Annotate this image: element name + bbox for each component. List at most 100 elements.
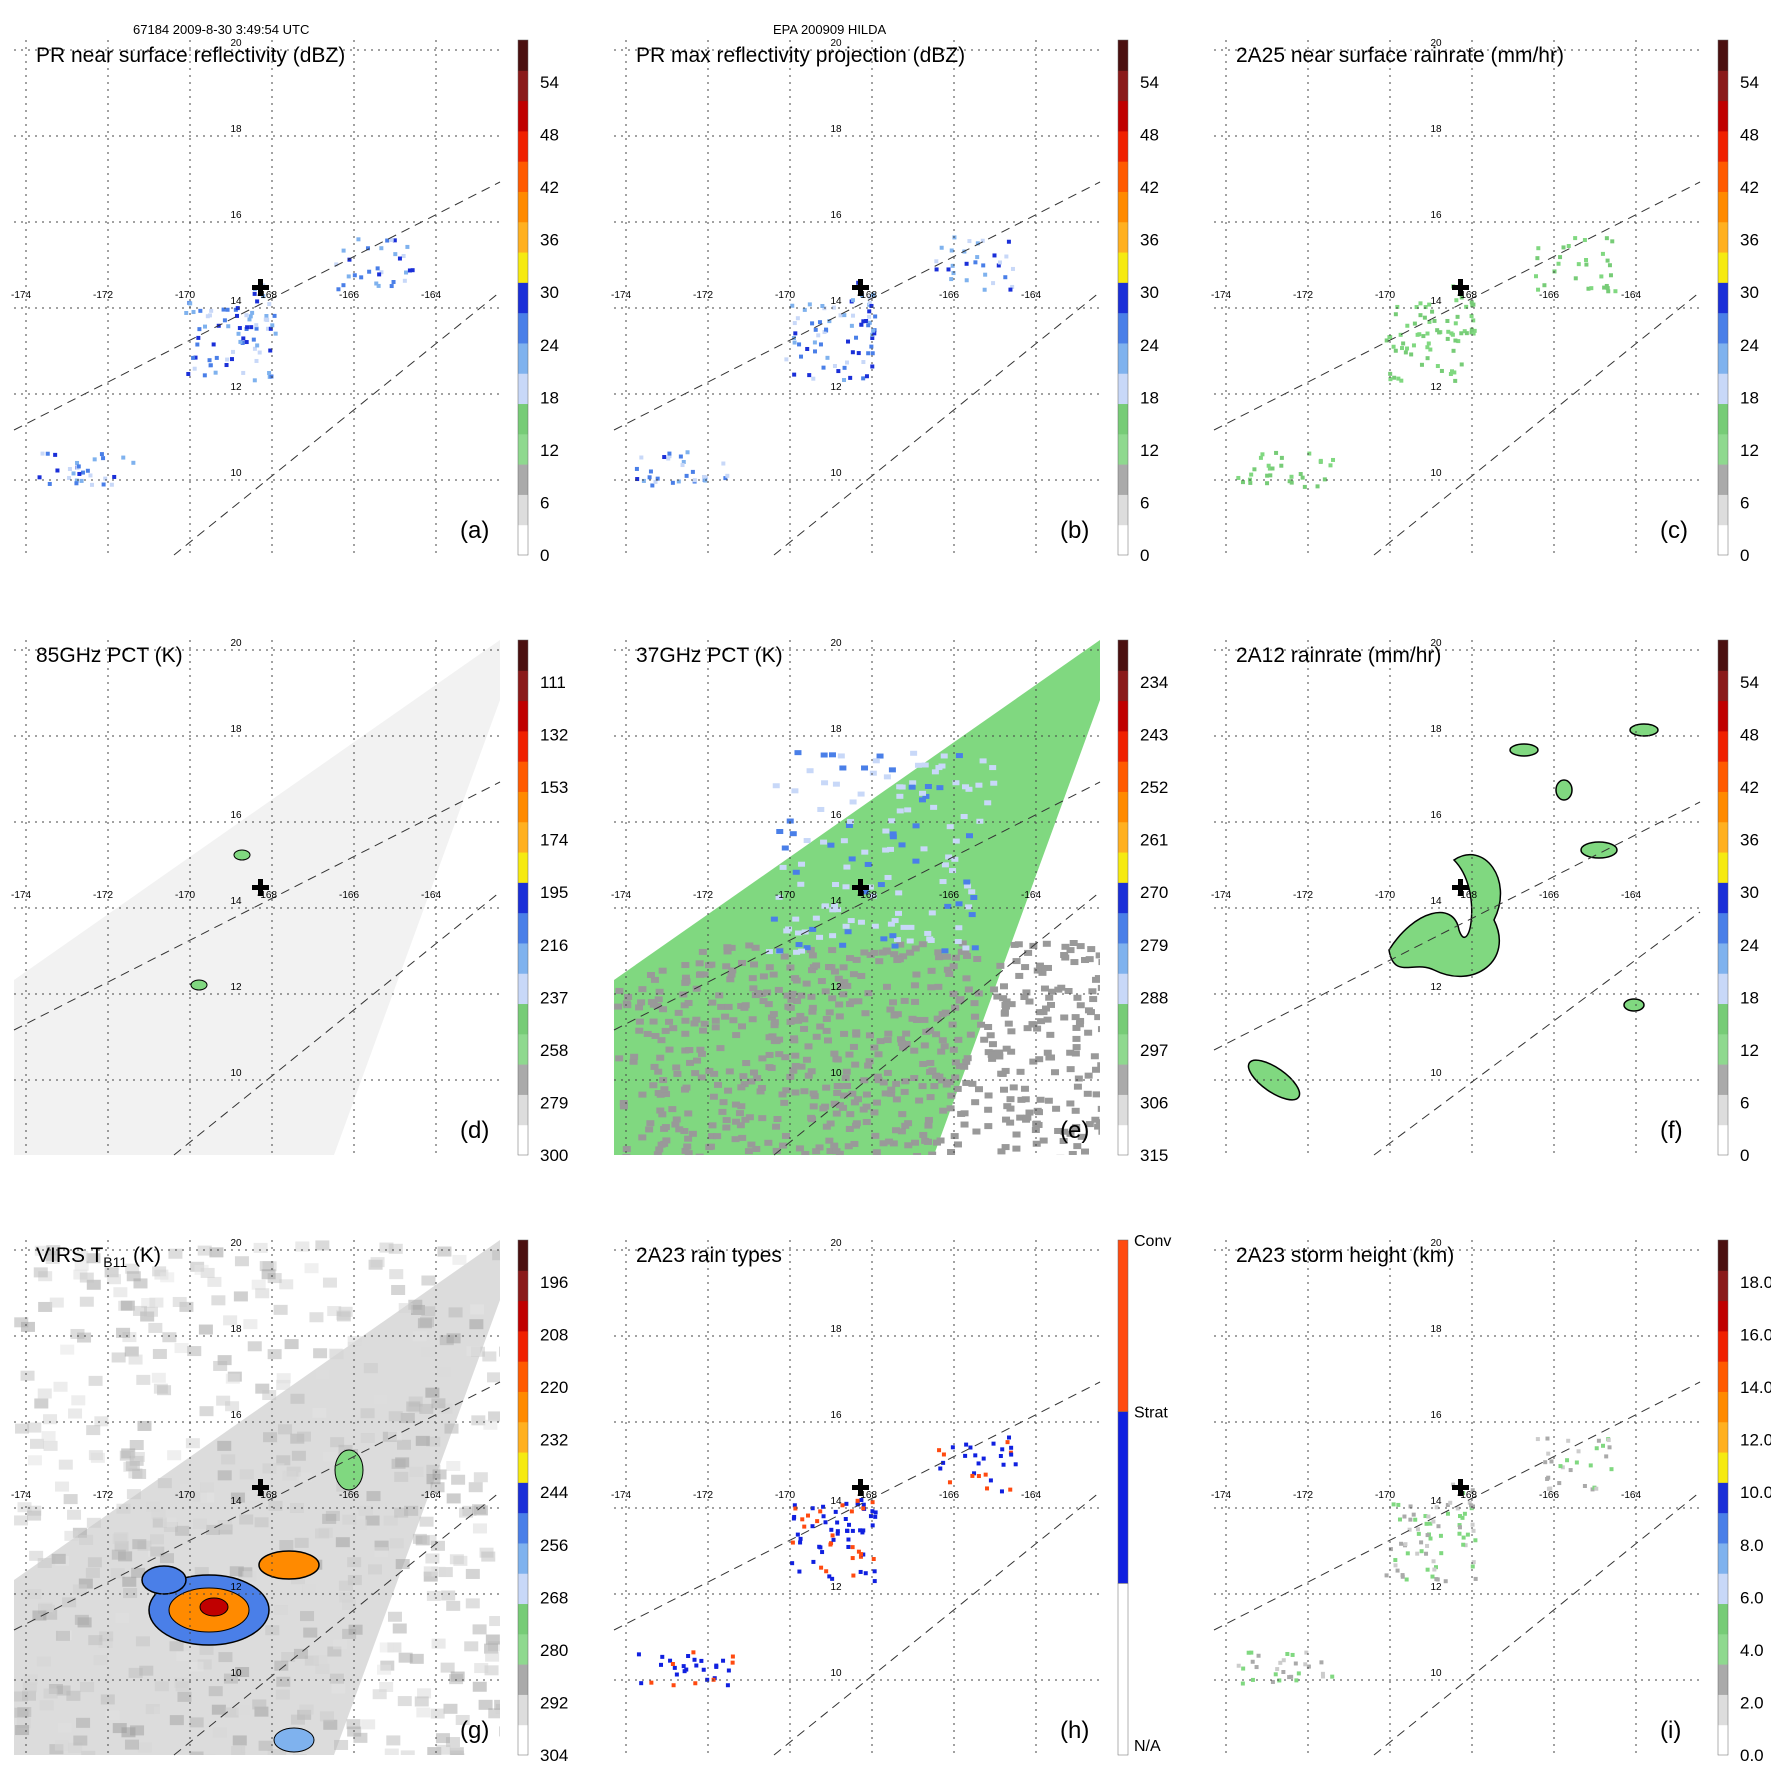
pixel-warm (1022, 989, 1031, 996)
lon-tick-label: -164 (1021, 1490, 1041, 1501)
colorbar-segment (1718, 70, 1728, 102)
precip-pixel (866, 323, 871, 328)
pixel-warm (934, 983, 943, 990)
precip-pixel (941, 1460, 946, 1465)
pixel-warm (1054, 1127, 1063, 1134)
pixel-warm (899, 1044, 908, 1051)
cloud-pixel (370, 1257, 385, 1268)
map-plot-area (1236, 236, 1618, 489)
colorbar-frame (1717, 639, 1729, 1156)
cloud-pixel (338, 1580, 353, 1591)
cloud-pixel (64, 1530, 79, 1541)
cloud-pixel (53, 1381, 68, 1392)
precip-pixel (207, 313, 212, 318)
cloud-pixel (282, 1470, 297, 1481)
pixel-warm (997, 1148, 1006, 1155)
cloud-pixel (263, 1432, 278, 1443)
cloud-pixel (366, 1491, 381, 1502)
lat-tick-label: 16 (830, 210, 842, 221)
precip-pixel (811, 376, 816, 381)
colorbar-label: 153 (540, 778, 568, 797)
precip-pixel (254, 323, 259, 328)
pixel-warm (918, 1083, 927, 1090)
pixel-warm (971, 1099, 980, 1106)
precip-pixel (859, 322, 864, 327)
pixel-warm (1043, 1049, 1052, 1056)
colorbar-segment (1718, 821, 1728, 853)
precip-pixel (1427, 319, 1432, 324)
precip-pixel (1471, 318, 1476, 323)
pixel-cold (906, 938, 914, 944)
colorbar-frame (517, 39, 529, 556)
precip-pixel (1403, 350, 1408, 355)
title-suffix: (K) (127, 1244, 161, 1267)
cloud-pixel (154, 1706, 169, 1717)
storm-center-marker (1452, 279, 1469, 296)
precip-pixel (870, 1523, 875, 1528)
precip-pixel (99, 452, 104, 457)
pixel-warm (912, 971, 921, 978)
precip-pixel (835, 1529, 840, 1534)
pixel-cold (832, 781, 840, 787)
pixel-warm (800, 1016, 809, 1023)
pixel-warm (930, 1083, 939, 1090)
precip-pixel (667, 454, 672, 459)
precip-pixel (88, 473, 93, 478)
pixel-cold (989, 765, 997, 771)
cloud-pixel (367, 1564, 382, 1575)
pixel-warm (951, 1004, 960, 1011)
precip-pixel (701, 1667, 706, 1672)
precip-pixel (1549, 1459, 1554, 1464)
precip-pixel (842, 365, 847, 370)
precip-pixel (1465, 1532, 1470, 1537)
colorbar-label: 36 (1140, 231, 1159, 250)
colorbar-segment (1118, 1124, 1128, 1156)
pixel-warm (882, 983, 891, 990)
precip-pixel (1273, 1672, 1278, 1677)
cloud-pixel (261, 1269, 276, 1280)
precip-pixel (252, 291, 257, 296)
precip-pixel (846, 1537, 851, 1542)
precip-pixel (861, 1552, 866, 1557)
precip-pixel (1236, 1663, 1241, 1668)
precip-pixel (951, 271, 956, 276)
pixel-cold (965, 786, 973, 792)
pixel-warm (1046, 1031, 1055, 1038)
lat-tick-label: 12 (1430, 982, 1442, 993)
precip-pixel (1457, 1525, 1462, 1530)
pixel-warm (827, 964, 836, 971)
precip-pixel (851, 313, 856, 318)
precip-pixel (850, 298, 855, 303)
pixel-warm (1092, 1091, 1100, 1098)
cloud-pixel (187, 1346, 202, 1357)
precip-pixel (1436, 1524, 1441, 1529)
colorbar-label: 258 (540, 1041, 568, 1060)
pixel-warm (680, 1128, 689, 1135)
lon-tick-label: -166 (939, 290, 959, 301)
map-plot-area (14, 1240, 500, 1755)
precip-pixel (705, 1677, 710, 1682)
pixel-warm (845, 1125, 854, 1132)
pixel-warm (685, 1047, 694, 1054)
precip-pixel (375, 266, 380, 271)
lat-tick-label: 14 (1430, 296, 1442, 307)
pixel-warm (812, 962, 821, 969)
pixel-cold (872, 758, 880, 764)
pixel-warm (947, 1149, 956, 1155)
panel-title: 2A23 rain types (636, 1244, 782, 1267)
pixel-warm (656, 1107, 665, 1114)
precip-pixel (1472, 328, 1477, 333)
precip-pixel (1451, 348, 1456, 353)
colorbar-segment (518, 942, 528, 974)
pixel-cold (919, 790, 927, 796)
pixel-warm (804, 1043, 813, 1050)
pixel-warm (1076, 943, 1085, 950)
colorbar-segment (518, 761, 528, 792)
pixel-warm (657, 1037, 666, 1044)
pixel-warm (1068, 1150, 1077, 1155)
cloud-pixel (394, 1507, 409, 1518)
precip-pixel (112, 474, 117, 479)
pixel-cold (900, 924, 908, 930)
colorbar-label: 18 (1140, 388, 1159, 407)
